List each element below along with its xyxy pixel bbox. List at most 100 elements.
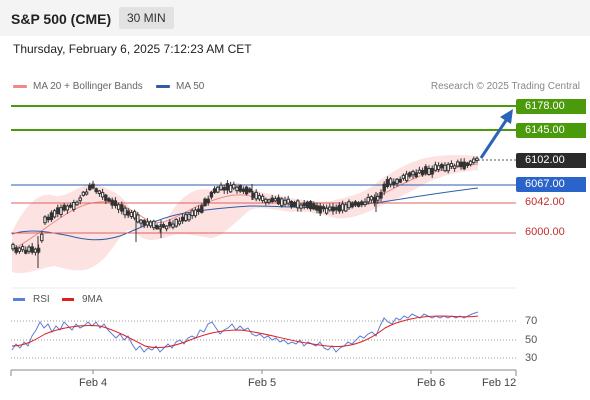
candle-body xyxy=(254,191,258,200)
candle-body xyxy=(296,200,300,209)
candle-body xyxy=(100,192,105,198)
candle-body xyxy=(59,207,63,215)
candle-body xyxy=(40,233,44,242)
candle-body xyxy=(283,199,287,205)
candle-body xyxy=(360,201,364,206)
candle-body xyxy=(430,167,434,175)
candle-body xyxy=(43,216,47,224)
candle-body xyxy=(324,207,329,214)
candle-body xyxy=(280,198,284,207)
candle-body xyxy=(388,178,393,185)
candle-body xyxy=(139,219,143,224)
candle-body xyxy=(49,212,54,221)
candle-body xyxy=(20,246,25,251)
candle-body xyxy=(238,185,242,192)
candle-body xyxy=(443,164,447,172)
rsi-9ma-line xyxy=(11,315,479,349)
candle-body xyxy=(270,197,274,203)
candle-body xyxy=(420,169,425,176)
candle-body xyxy=(308,201,313,210)
candle-body xyxy=(456,161,460,167)
rsi-legend-9ma: 9MA xyxy=(62,294,103,305)
candle-body xyxy=(468,160,473,166)
candle-body xyxy=(472,158,476,164)
candle-body xyxy=(241,188,246,192)
candle-body xyxy=(302,202,306,207)
candle-body xyxy=(184,214,188,222)
candle-body xyxy=(145,221,150,226)
candle-body xyxy=(11,243,15,250)
candle-body xyxy=(212,188,217,193)
candle-body xyxy=(267,199,271,203)
legend-ma20-label: MA 20 + Bollinger Bands xyxy=(33,81,143,92)
candle-body xyxy=(334,207,338,211)
candle-body xyxy=(113,200,118,207)
candle-body xyxy=(193,209,198,217)
candle-body xyxy=(244,186,249,195)
candle-body xyxy=(94,188,98,193)
candle-body xyxy=(321,206,326,210)
candle-body xyxy=(120,204,124,212)
candle-body xyxy=(46,216,50,221)
forecast-arrow xyxy=(479,109,513,159)
candle-body xyxy=(123,207,127,216)
candle-body xyxy=(56,207,60,215)
rsi-line xyxy=(11,311,479,353)
candle-body xyxy=(452,165,457,169)
candle-body xyxy=(395,178,399,185)
candle-body xyxy=(187,213,191,221)
candle-body xyxy=(465,162,470,167)
timeframe-badge[interactable]: 30 MIN xyxy=(119,7,174,29)
candle-body xyxy=(65,205,70,211)
chart-datetime: Thursday, February 6, 2025 7:12:23 AM CE… xyxy=(13,42,252,56)
candle-body xyxy=(24,249,28,254)
candle-body xyxy=(36,247,41,253)
candle-body xyxy=(292,202,297,207)
candle-body xyxy=(273,198,278,202)
candle-body xyxy=(190,210,194,217)
ma20-line xyxy=(11,163,479,251)
candle-body xyxy=(331,206,335,212)
candle-body xyxy=(116,204,121,210)
candle-body xyxy=(344,204,348,212)
candle-body xyxy=(337,204,342,212)
candle-body xyxy=(232,184,236,189)
legend-ma50-label: MA 50 xyxy=(176,81,205,92)
candle-body xyxy=(318,205,322,214)
candle-body xyxy=(340,203,345,211)
candle-body xyxy=(148,221,153,227)
rsi-value-50: 50 xyxy=(525,334,538,346)
candle-body xyxy=(129,212,134,218)
candle-body xyxy=(235,186,239,192)
candle-body xyxy=(475,157,479,161)
candle-body xyxy=(417,169,422,174)
price-label-6102: 6102.00 xyxy=(516,153,586,168)
candle-body xyxy=(257,195,262,200)
candle-body xyxy=(392,181,396,186)
candle-body xyxy=(52,210,57,218)
candle-body xyxy=(401,174,406,179)
candle-body xyxy=(260,195,265,202)
candles xyxy=(11,156,479,268)
legend-ma20-bollinger: MA 20 + Bollinger Bands xyxy=(13,81,143,92)
candle-body xyxy=(376,195,380,201)
candle-body xyxy=(152,220,156,229)
instrument-title: S&P 500 (CME) xyxy=(11,11,112,27)
price-label-6067: 6067.00 xyxy=(516,177,586,192)
candle-body xyxy=(408,172,412,177)
research-credit: Research © 2025 Trading Central xyxy=(430,81,580,92)
rsi-legend-rsi: RSI xyxy=(13,294,50,305)
candle-body xyxy=(27,246,31,252)
chart-header: S&P 500 (CME) 30 MIN xyxy=(0,0,590,36)
candle-body xyxy=(305,201,310,208)
candle-body xyxy=(264,198,268,203)
candle-body xyxy=(228,185,233,193)
candle-body xyxy=(88,184,92,191)
candle-body xyxy=(459,161,463,168)
rsi-swatch xyxy=(13,297,25,301)
candle-body xyxy=(436,165,441,171)
candle-body xyxy=(353,201,358,206)
candle-body xyxy=(200,205,204,213)
candle-body xyxy=(126,210,130,216)
candle-body xyxy=(110,199,114,206)
